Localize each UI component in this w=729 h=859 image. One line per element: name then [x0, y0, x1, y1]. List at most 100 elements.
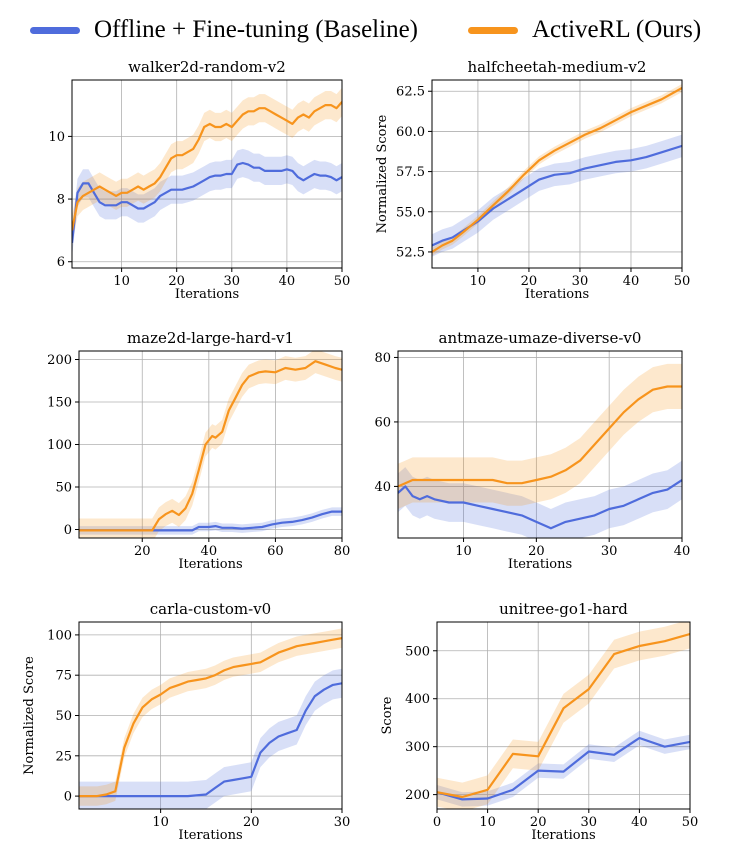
confidence-band-baseline: [437, 730, 690, 807]
chart-5: 10 20 30 0 25 50 75 100 carla-custom-v0 Iteration…: [22, 600, 350, 843]
chart-title: antmaze-umaze-diverse-v0: [439, 329, 642, 347]
x-tick-label: 20: [521, 274, 538, 289]
series-line-ours: [398, 385, 682, 488]
y-tick-label: 55.0: [396, 205, 425, 220]
x-tick-label: 40: [201, 544, 218, 559]
series-line-baseline: [432, 144, 682, 247]
plot-frame: [436, 621, 691, 810]
x-axis-label: Iterations: [178, 557, 242, 572]
confidence-band-ours: [437, 622, 690, 809]
series-line-baseline: [79, 682, 342, 798]
chart-6: 0 10 20 30 40 50 200 300 400 500 unitree-go1-hard I…: [380, 600, 698, 843]
y-tick-label: 75: [55, 669, 72, 684]
x-tick-label: 20: [528, 544, 545, 559]
x-tick-label: 40: [631, 815, 648, 830]
y-tick-label: 100: [47, 438, 72, 453]
y-tick-label: 50: [55, 481, 72, 496]
plot-area: [432, 84, 682, 257]
x-tick-label: 50: [334, 274, 351, 289]
y-tick-label: 40: [374, 480, 391, 495]
y-tick-label: 300: [405, 740, 430, 755]
y-tick-label: 500: [405, 644, 430, 659]
y-tick-label: 62.5: [396, 85, 425, 100]
x-tick-label: 20: [168, 274, 185, 289]
chart-title: halfcheetah-medium-v2: [468, 58, 647, 76]
x-tick-label: 20: [243, 815, 260, 830]
x-tick-label: 30: [224, 274, 241, 289]
series-line-baseline: [437, 736, 690, 801]
x-tick-label: 40: [623, 274, 640, 289]
x-tick-label: 30: [581, 815, 598, 830]
plot-area: [72, 87, 342, 257]
chart-1: 10 20 30 40 50 6 8 10 walker2d-random-v2 Iteratio…: [48, 58, 350, 302]
chart-4: 10 20 30 40 40 60 80 antmaze-umaze-diverse-v0 It…: [374, 329, 690, 572]
x-tick-label: 10: [152, 815, 169, 830]
y-tick-label: 400: [405, 692, 430, 707]
x-axis-label: Iterations: [178, 828, 242, 843]
x-tick-label: 40: [279, 274, 296, 289]
y-tick-label: 50: [55, 709, 72, 724]
y-tick-label: 10: [48, 130, 65, 145]
x-tick-label: 0: [433, 815, 441, 830]
x-tick-label: 50: [682, 815, 699, 830]
legend-entry-ours: ActiveRL (Ours): [468, 8, 701, 52]
plot-area: [79, 628, 342, 809]
series-line-ours: [79, 637, 342, 798]
y-tick-label: 25: [55, 749, 72, 764]
legend: Offline + Fine-tuning (Baseline) ActiveR…: [0, 8, 729, 52]
chart-title: unitree-go1-hard: [499, 600, 628, 618]
legend-label-baseline: Offline + Fine-tuning (Baseline): [94, 16, 418, 43]
y-axis-label: Score: [380, 696, 395, 734]
y-tick-label: 200: [405, 788, 430, 803]
plot-area: [437, 622, 690, 809]
x-axis-label: Iterations: [531, 828, 595, 843]
x-axis-label: Iterations: [175, 287, 239, 302]
plot-area: [398, 363, 682, 538]
chart-2: 10 20 30 40 50 52.5 55.0 57.5 60.0 62.5 halfcheeta…: [375, 58, 690, 302]
legend-swatch-baseline: [30, 26, 80, 34]
chart-title: walker2d-random-v2: [128, 58, 286, 76]
y-axis-label: Normalized Score: [22, 656, 37, 775]
series-line-baseline: [72, 161, 342, 244]
legend-entry-baseline: Offline + Fine-tuning (Baseline): [30, 8, 418, 52]
x-tick-label: 50: [674, 274, 691, 289]
plot-frame: [71, 79, 343, 269]
y-tick-label: 150: [47, 396, 72, 411]
chart-title: maze2d-large-hard-v1: [127, 329, 294, 347]
x-tick-label: 30: [601, 544, 618, 559]
series-line-ours: [432, 87, 682, 253]
series-line-ours: [437, 632, 690, 799]
x-axis-label: Iterations: [525, 287, 589, 302]
x-tick-label: 80: [334, 544, 351, 559]
y-tick-label: 0: [64, 790, 72, 805]
confidence-band-baseline: [79, 668, 342, 809]
chart-title: carla-custom-v0: [150, 600, 271, 618]
y-tick-label: 0: [64, 523, 72, 538]
x-tick-label: 40: [674, 544, 691, 559]
x-tick-label: 10: [113, 274, 130, 289]
x-tick-label: 60: [267, 544, 284, 559]
x-tick-label: 30: [572, 274, 589, 289]
confidence-band-baseline: [72, 148, 342, 257]
confidence-band-ours: [79, 351, 342, 538]
x-tick-label: 10: [470, 274, 487, 289]
y-axis-label: Normalized Score: [375, 114, 390, 233]
confidence-band-ours: [72, 87, 342, 245]
x-tick-label: 20: [530, 815, 547, 830]
y-tick-label: 8: [57, 193, 65, 208]
confidence-band-ours: [79, 628, 342, 806]
y-tick-label: 200: [47, 353, 72, 368]
y-tick-label: 6: [57, 255, 65, 270]
x-tick-label: 20: [134, 544, 151, 559]
y-tick-label: 60.0: [396, 125, 425, 140]
plot-frame: [397, 350, 683, 539]
y-tick-label: 100: [47, 628, 72, 643]
plot-frame: [431, 79, 683, 269]
y-tick-label: 80: [374, 351, 391, 366]
x-axis-label: Iterations: [508, 557, 572, 572]
confidence-band-baseline: [432, 134, 682, 257]
x-tick-label: 10: [455, 544, 472, 559]
x-tick-label: 10: [479, 815, 496, 830]
confidence-band-ours: [398, 363, 682, 509]
